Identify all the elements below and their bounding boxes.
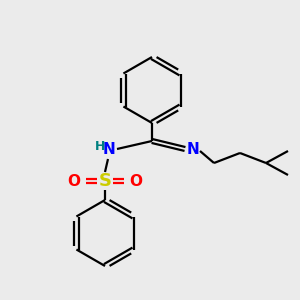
Text: N: N xyxy=(187,142,200,158)
Text: N: N xyxy=(103,142,116,158)
Text: O: O xyxy=(68,173,80,188)
Text: H: H xyxy=(95,140,105,152)
Text: S: S xyxy=(98,172,112,190)
Text: O: O xyxy=(130,173,142,188)
